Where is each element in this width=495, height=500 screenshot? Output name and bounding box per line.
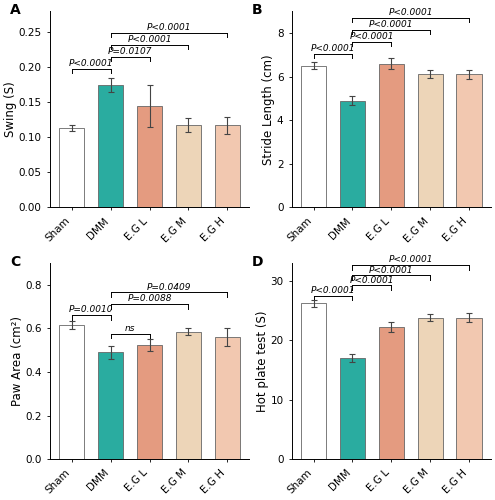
Y-axis label: Hot plate test (S): Hot plate test (S) (256, 310, 269, 412)
Text: P<0.0001: P<0.0001 (311, 286, 355, 295)
Text: P=0.0409: P=0.0409 (147, 282, 191, 292)
Bar (176, 332, 201, 459)
Text: ns: ns (125, 324, 135, 333)
Bar (176, 126, 201, 208)
Text: P<0.0001: P<0.0001 (369, 266, 414, 274)
Bar (379, 64, 404, 208)
Text: P<0.0001: P<0.0001 (389, 8, 433, 17)
Text: C: C (10, 255, 20, 269)
Bar (137, 344, 162, 459)
Bar (456, 318, 482, 459)
Text: P<0.0001: P<0.0001 (389, 256, 433, 264)
Bar (137, 106, 162, 208)
Bar (98, 85, 123, 208)
Bar (418, 74, 443, 208)
Y-axis label: Swing (S): Swing (S) (4, 82, 17, 137)
Bar (301, 304, 326, 459)
Text: P<0.0001: P<0.0001 (147, 23, 191, 32)
Bar (215, 337, 240, 459)
Bar (418, 318, 443, 459)
Bar (59, 325, 84, 459)
Y-axis label: Paw Area (cm²): Paw Area (cm²) (11, 316, 24, 406)
Text: B: B (252, 4, 263, 18)
Bar (215, 126, 240, 208)
Text: P<0.0001: P<0.0001 (369, 20, 414, 29)
Bar (301, 66, 326, 208)
Text: P<0.0001: P<0.0001 (127, 35, 172, 44)
Bar (379, 327, 404, 459)
Text: D: D (252, 255, 263, 269)
Text: P=0.0088: P=0.0088 (127, 294, 172, 304)
Text: P=0.0010: P=0.0010 (69, 306, 113, 314)
Text: P<0.0001: P<0.0001 (311, 44, 355, 53)
Bar (456, 74, 482, 208)
Bar (59, 128, 84, 208)
Y-axis label: Stride Length (cm): Stride Length (cm) (262, 54, 276, 164)
Bar (340, 100, 365, 208)
Text: P=0.0107: P=0.0107 (108, 47, 152, 56)
Bar (340, 358, 365, 459)
Bar (98, 352, 123, 459)
Text: P<0.0001: P<0.0001 (349, 32, 394, 41)
Text: P<0.0001: P<0.0001 (69, 59, 113, 68)
Text: A: A (10, 4, 21, 18)
Text: P<0.0001: P<0.0001 (349, 276, 394, 284)
